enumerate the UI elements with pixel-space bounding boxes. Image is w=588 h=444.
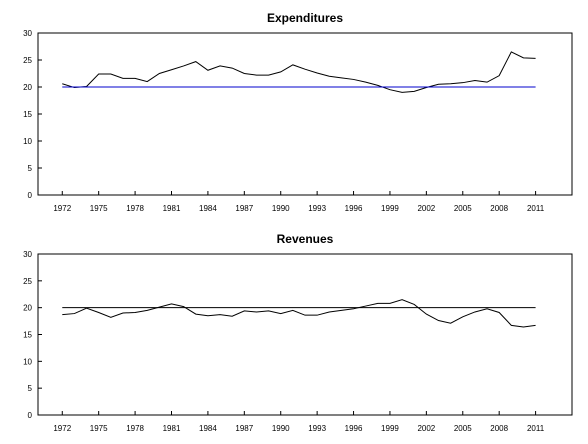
x-tick-label-1: 1993 <box>308 204 326 213</box>
x-tick-label-2: 1984 <box>199 424 217 433</box>
x-tick-label-2: 2005 <box>454 424 472 433</box>
y-tick-label-2: 10 <box>23 357 32 366</box>
x-tick-label-2: 1999 <box>381 424 399 433</box>
x-tick-label-2: 1975 <box>90 424 108 433</box>
x-tick-label-2: 1990 <box>272 424 290 433</box>
x-tick-label-1: 1981 <box>163 204 181 213</box>
y-tick-label-2: 25 <box>23 277 32 286</box>
y-tick-label-1: 5 <box>28 164 33 173</box>
x-tick-label-1: 2002 <box>417 204 435 213</box>
chart-title-1: Expenditures <box>267 11 343 25</box>
series-line-1 <box>62 51 536 93</box>
y-tick-label-2: 5 <box>28 384 33 393</box>
x-tick-label-1: 1996 <box>345 204 363 213</box>
x-tick-label-1: 1975 <box>90 204 108 213</box>
x-tick-label-2: 1981 <box>163 424 181 433</box>
x-tick-label-2: 2011 <box>527 424 545 433</box>
chart-title-2: Revenues <box>277 232 334 246</box>
x-tick-label-1: 1987 <box>235 204 253 213</box>
x-tick-label-2: 1996 <box>345 424 363 433</box>
x-tick-label-2: 1993 <box>308 424 326 433</box>
x-tick-label-1: 2005 <box>454 204 472 213</box>
x-tick-label-1: 2008 <box>490 204 508 213</box>
y-tick-label-2: 0 <box>28 411 33 420</box>
y-tick-label-1: 15 <box>23 110 32 119</box>
x-tick-label-1: 2011 <box>527 204 545 213</box>
y-tick-label-1: 20 <box>23 83 32 92</box>
x-tick-label-1: 1990 <box>272 204 290 213</box>
x-tick-label-2: 1978 <box>126 424 144 433</box>
x-tick-label-2: 2002 <box>417 424 435 433</box>
x-tick-label-2: 1987 <box>235 424 253 433</box>
y-tick-label-2: 30 <box>23 250 32 259</box>
x-tick-label-2: 1972 <box>53 424 71 433</box>
plot-frame-2 <box>37 253 573 416</box>
series-line-2 <box>62 299 536 328</box>
x-tick-label-1: 1999 <box>381 204 399 213</box>
y-tick-label-1: 30 <box>23 29 32 38</box>
y-tick-label-1: 10 <box>23 137 32 146</box>
x-tick-label-1: 1972 <box>53 204 71 213</box>
y-tick-label-2: 15 <box>23 331 32 340</box>
y-tick-label-1: 25 <box>23 56 32 65</box>
plot-frame-1 <box>37 32 573 196</box>
y-tick-label-2: 20 <box>23 304 32 313</box>
x-tick-label-1: 1984 <box>199 204 217 213</box>
x-tick-label-1: 1978 <box>126 204 144 213</box>
x-tick-label-2: 2008 <box>490 424 508 433</box>
y-tick-label-1: 0 <box>28 191 33 200</box>
